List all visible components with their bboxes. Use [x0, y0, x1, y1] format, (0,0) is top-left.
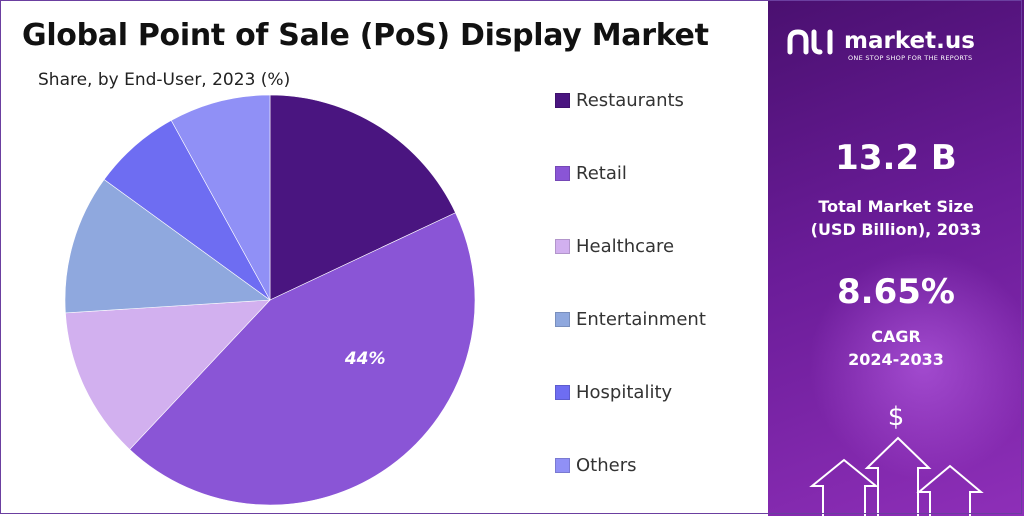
pie-slice-healthcare: [65, 299, 271, 450]
background-glow: [808, 250, 1024, 480]
dollar-icon: $: [887, 402, 905, 432]
cagr-period: 2024-2033: [848, 350, 944, 369]
legend-item-restaurants: Restaurants: [555, 86, 706, 114]
market-size-label-line1: Total Market Size: [818, 197, 974, 216]
legend-swatch-hospitality: [555, 384, 570, 400]
pie-slice-retail: [129, 212, 476, 506]
legend-label-healthcare: Healthcare: [576, 235, 675, 257]
legend-label-hospitality: Hospitality: [576, 381, 673, 403]
pie-slice-restaurants: [269, 94, 456, 301]
legend-swatch-healthcare: [555, 238, 570, 254]
brand-logo: market.us: [786, 26, 975, 56]
legend-label-restaurants: Restaurants: [576, 89, 684, 111]
pie-slice-entertainment: [64, 179, 271, 314]
market-stats-panel: market.us ONE STOP SHOP FOR THE REPORTS …: [768, 0, 1024, 516]
market-size-label-line2: (USD Billion), 2033: [810, 220, 982, 239]
brand-tagline: ONE STOP SHOP FOR THE REPORTS: [848, 54, 973, 62]
cagr-label: CAGR: [871, 327, 921, 346]
chart-subtitle: Share, by End-User, 2023 (%): [38, 70, 291, 90]
legend-item-healthcare: Healthcare: [555, 232, 706, 260]
brand-name: market.us: [844, 28, 975, 54]
market-us-logo-icon: [787, 29, 833, 55]
data-label-retail: 44%: [344, 349, 386, 369]
pie-slice-others: [170, 94, 271, 301]
legend-item-entertainment: Entertainment: [555, 305, 706, 333]
legend-swatch-entertainment: [555, 311, 570, 327]
legend-swatch-restaurants: [555, 92, 570, 108]
legend-label-entertainment: Entertainment: [576, 308, 706, 330]
legend-item-others: Others: [555, 451, 706, 479]
growth-arrows-icon: [809, 436, 984, 516]
chart-panel: Global Point of Sale (PoS) Display Marke…: [22, 18, 709, 506]
legend-swatch-others: [555, 457, 570, 473]
chart-legend: Restaurants Retail Healthcare Entertainment…: [555, 86, 706, 524]
legend-item-retail: Retail: [555, 159, 706, 187]
legend-item-hospitality: Hospitality: [555, 378, 706, 406]
market-size-value: 13.2 B: [835, 138, 957, 178]
cagr-value: 8.65%: [837, 272, 955, 312]
legend-swatch-retail: [555, 165, 570, 181]
legend-label-retail: Retail: [576, 162, 627, 184]
chart-title: Global Point of Sale (PoS) Display Marke…: [22, 18, 709, 53]
pie-chart: 44%: [64, 94, 476, 506]
legend-label-others: Others: [576, 454, 637, 476]
